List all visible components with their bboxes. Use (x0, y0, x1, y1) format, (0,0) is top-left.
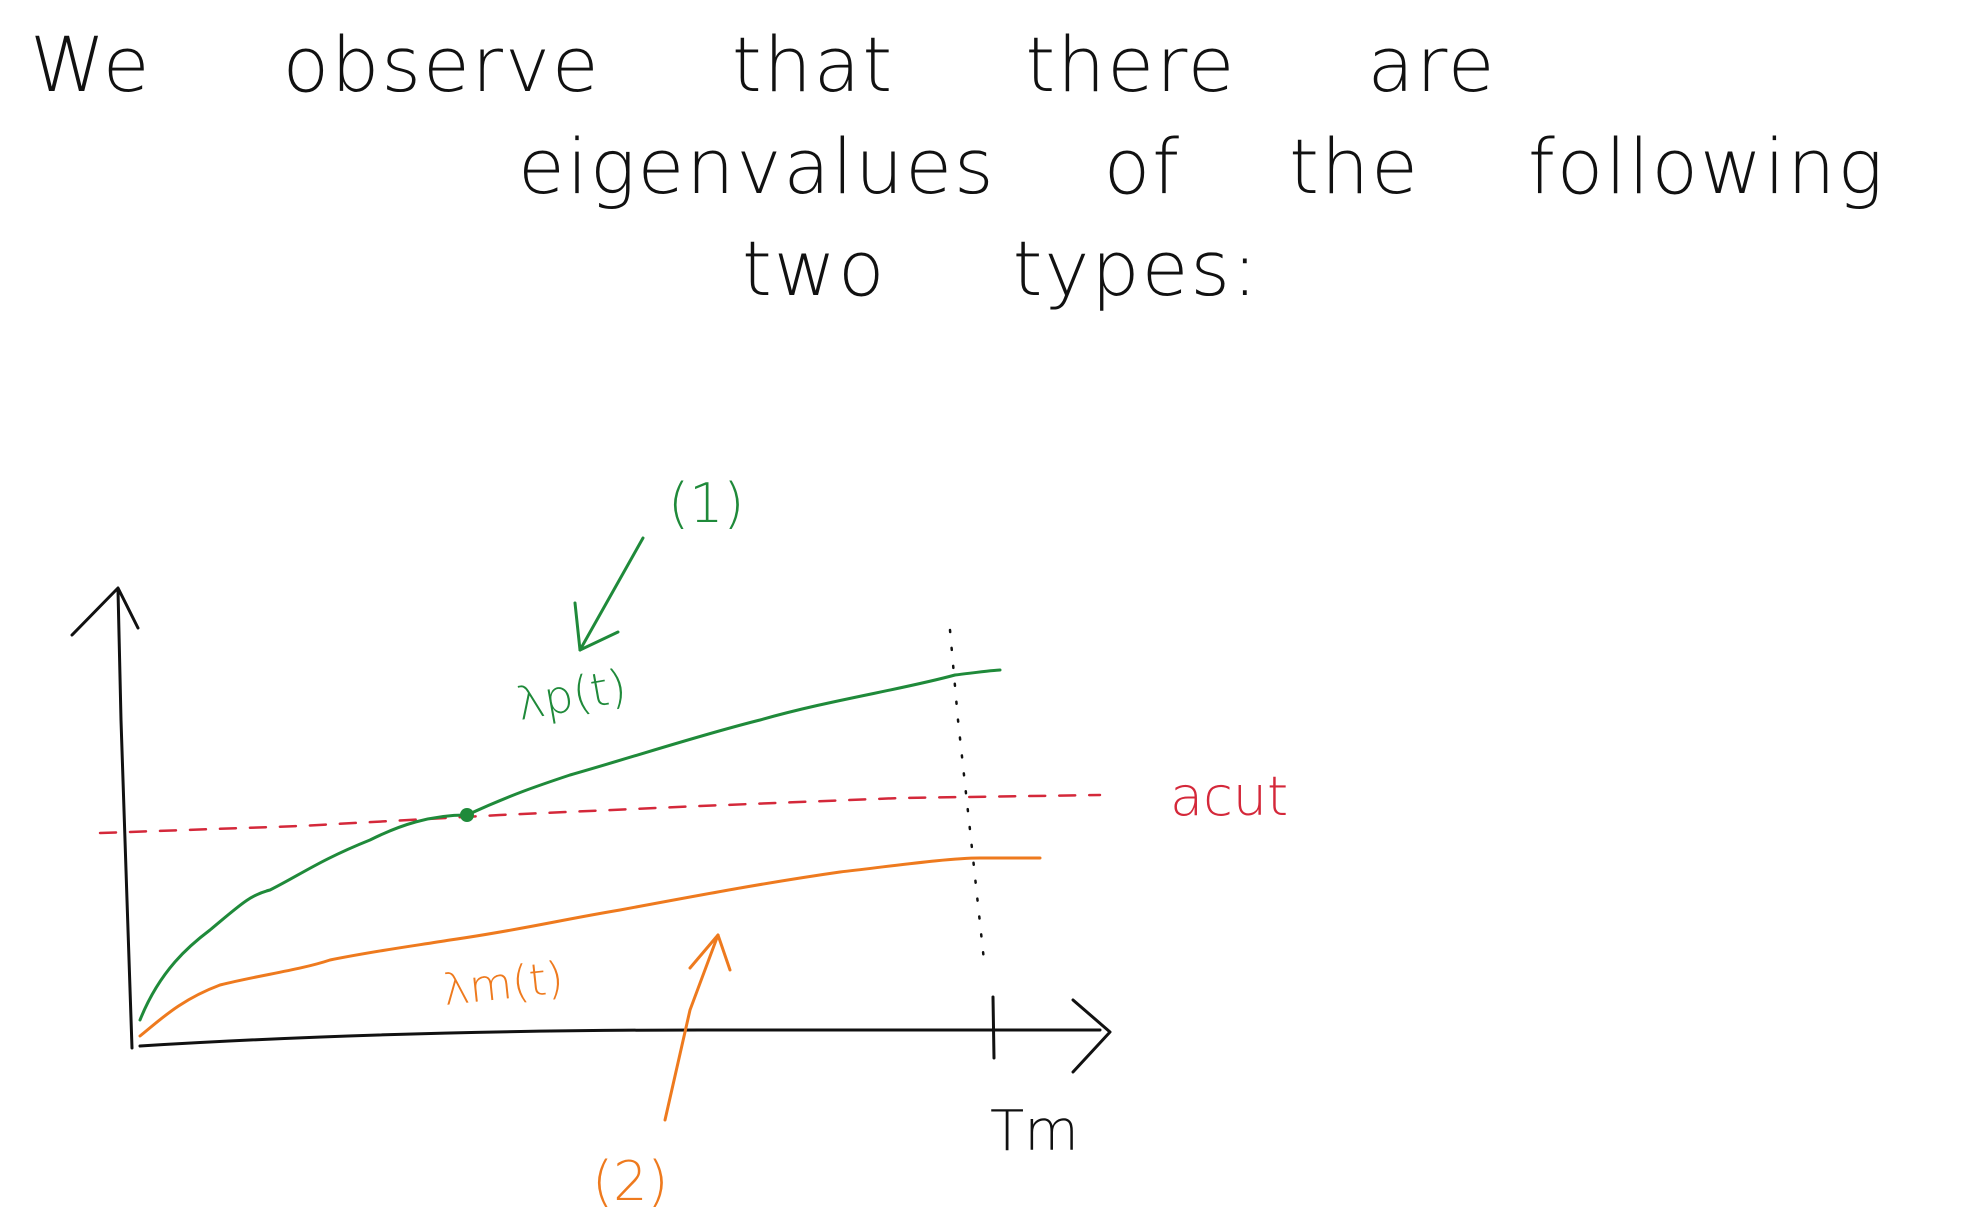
label-type-2: (2) (592, 1150, 669, 1213)
x-axis-arrowhead (1071, 998, 1112, 1074)
x-axis (138, 1028, 1102, 1048)
type-2-arrow (663, 933, 720, 1122)
label-type-1: (1) (668, 472, 745, 535)
intersection-point (460, 808, 474, 822)
time-end-tick (991, 995, 996, 1060)
time-end-dotted-line (948, 628, 987, 972)
type-1-arrow (578, 536, 645, 652)
label-lambda-m: λm(t) (441, 953, 566, 1016)
y-axis-arrowhead (70, 586, 140, 637)
note-line-1: We observe that there are (30, 20, 1497, 109)
curve-lambda-p (138, 668, 1002, 1022)
note-line-3: two types: (742, 224, 1260, 313)
threshold-line (98, 793, 1102, 835)
y-axis (116, 588, 134, 1050)
label-time-end: Tm (990, 1099, 1079, 1164)
label-lambda-p: λp(t) (513, 658, 631, 730)
note-line-2: eigenvalues of the following (518, 122, 1886, 211)
curve-lambda-m (138, 856, 1042, 1038)
type-1-arrowhead (573, 601, 620, 652)
type-2-arrowhead (688, 933, 732, 972)
label-threshold: acut (1170, 765, 1288, 828)
